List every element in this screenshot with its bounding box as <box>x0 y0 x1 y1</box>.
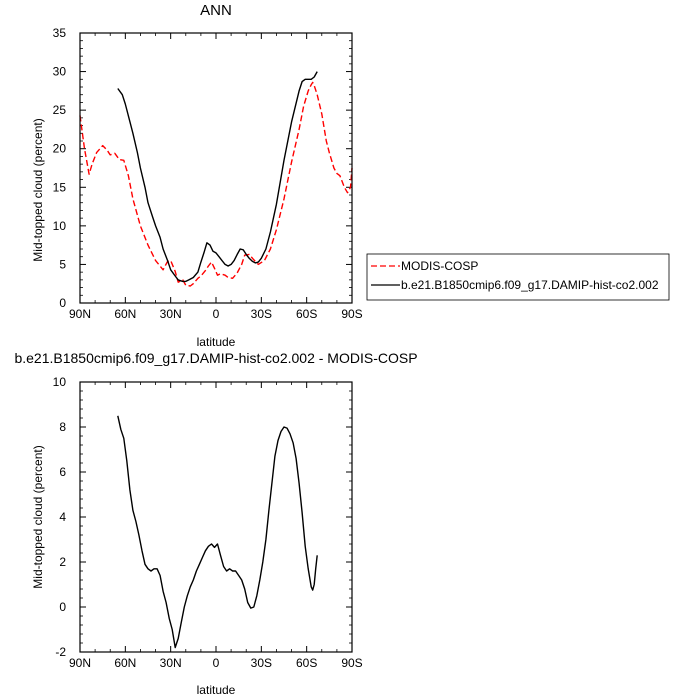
bottom-x-axis-label: latitude <box>197 683 236 697</box>
bottom-y-tick-label: 0 <box>59 600 66 614</box>
top-plot-area <box>79 71 353 287</box>
bottom-x-tick-label: 60N <box>114 656 136 670</box>
bottom-y-tick-label: 4 <box>59 510 66 524</box>
legend-label-model: b.e21.B1850cmip6.f09_g17.DAMIP-hist-co2.… <box>401 278 659 292</box>
top-x-axis-label: latitude <box>197 335 236 349</box>
bottom-chart-title: b.e21.B1850cmip6.f09_g17.DAMIP-hist-co2.… <box>14 350 417 366</box>
top-y-tick-label: 20 <box>53 142 67 156</box>
bottom-y-axis-label: Mid-topped cloud (percent) <box>31 445 45 588</box>
bottom-x-tick-label: 60S <box>296 656 317 670</box>
top-y-tick-label: 35 <box>53 26 67 40</box>
top-tick-group: 90N 60N 30N 0 30S 60S 90S 0 5 10 15 20 25 30 35 <box>53 26 363 321</box>
top-y-tick-label: 15 <box>53 180 67 194</box>
bottom-x-tick-label: 30S <box>251 656 272 670</box>
top-x-tick-label: 30N <box>160 307 182 321</box>
bottom-panel: b.e21.B1850cmip6.f09_g17.DAMIP-hist-co2.… <box>14 350 417 697</box>
bottom-x-tick-label: 0 <box>213 656 220 670</box>
bottom-y-tick-label: 2 <box>59 555 66 569</box>
top-panel: ANN Mid-topped cloud (percent) latitude … <box>31 2 670 349</box>
bottom-x-tick-label: 90N <box>69 656 91 670</box>
top-y-tick-label: 0 <box>59 296 66 310</box>
bottom-y-tick-label: 8 <box>59 420 66 434</box>
bottom-x-tick-label: 30N <box>160 656 182 670</box>
top-y-axis-label: Mid-topped cloud (percent) <box>31 118 45 261</box>
top-chart-title: ANN <box>200 2 232 19</box>
top-y-tick-label: 5 <box>59 257 66 271</box>
bottom-y-tick-label: 6 <box>59 465 66 479</box>
top-x-tick-label: 60S <box>296 307 317 321</box>
top-x-tick-label: 90N <box>69 307 91 321</box>
bottom-tick-group: 90N 60N 30N 0 30S 60S 90S -2 0 2 4 6 8 10 <box>53 375 363 670</box>
top-y-tick-label: 10 <box>53 219 67 233</box>
top-x-tick-label: 0 <box>213 307 220 321</box>
bottom-plot-frame <box>79 381 353 653</box>
top-x-tick-label: 60N <box>114 307 136 321</box>
bottom-y-tick-label: 10 <box>53 375 67 389</box>
bottom-plot-area <box>117 415 318 649</box>
legend-box <box>366 253 670 301</box>
top-y-tick-label: 25 <box>53 103 67 117</box>
top-plot-frame <box>79 32 353 304</box>
top-x-tick-label: 30S <box>251 307 272 321</box>
legend-label-modis: MODIS-COSP <box>401 259 478 273</box>
bottom-x-tick-label: 90S <box>341 656 362 670</box>
bottom-y-tick-label: -2 <box>55 645 66 659</box>
top-series-line-0 <box>79 81 353 287</box>
top-y-tick-label: 30 <box>53 65 67 79</box>
bottom-series-line-0 <box>117 415 318 649</box>
top-series-line-1 <box>117 71 318 283</box>
top-x-tick-label: 90S <box>341 307 362 321</box>
legend: MODIS-COSP b.e21.B1850cmip6.f09_g17.DAMI… <box>366 253 670 301</box>
